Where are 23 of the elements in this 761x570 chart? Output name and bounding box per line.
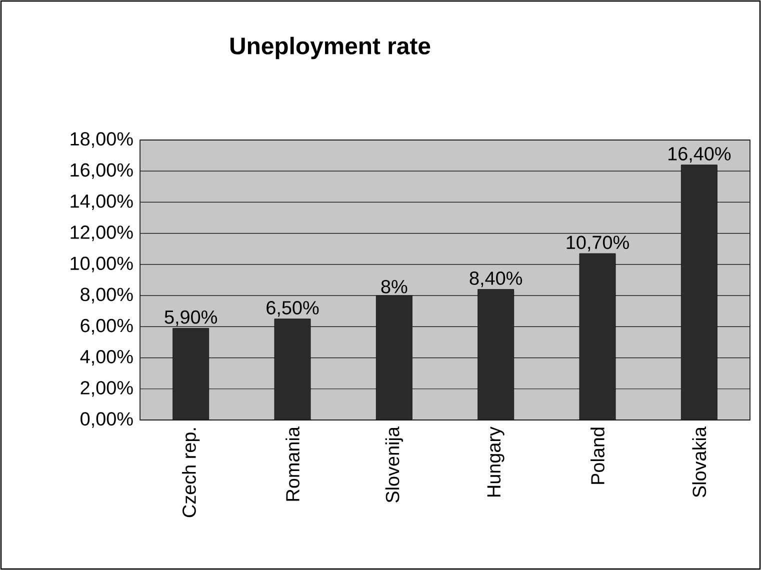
x-tick-label: Romania	[286, 426, 300, 501]
data-label: 8,40%	[470, 271, 522, 288]
y-tick-label: 12,00%	[70, 226, 133, 242]
y-tick-label: 2,00%	[80, 381, 133, 397]
data-label: 8%	[381, 280, 408, 294]
y-tick-label: 6,00%	[80, 318, 133, 334]
data-label: 5,90%	[164, 310, 217, 326]
x-tick-label: Hungary	[487, 426, 504, 497]
data-label: 10,70%	[566, 236, 629, 252]
chart-title: Uneployment rate	[230, 36, 430, 60]
data-label: 16,40%	[668, 147, 731, 163]
y-tick-label: 16,00%	[70, 163, 133, 179]
x-tick-label: Slovenija	[385, 426, 403, 502]
x-tick-label: Poland	[590, 428, 604, 484]
y-tick-label: 8,00%	[80, 288, 133, 304]
y-tick-label: 4,00%	[80, 350, 133, 366]
x-tick-label: Slovakia	[692, 426, 706, 498]
x-tick-label: Czech rep.	[182, 428, 200, 518]
y-tick-label: 14,00%	[70, 194, 133, 210]
y-tick-label: 18,00%	[70, 132, 133, 148]
y-tick-label: 10,00%	[70, 256, 133, 272]
y-tick-label: 0,00%	[80, 412, 133, 428]
data-label: 6,50%	[266, 301, 319, 317]
